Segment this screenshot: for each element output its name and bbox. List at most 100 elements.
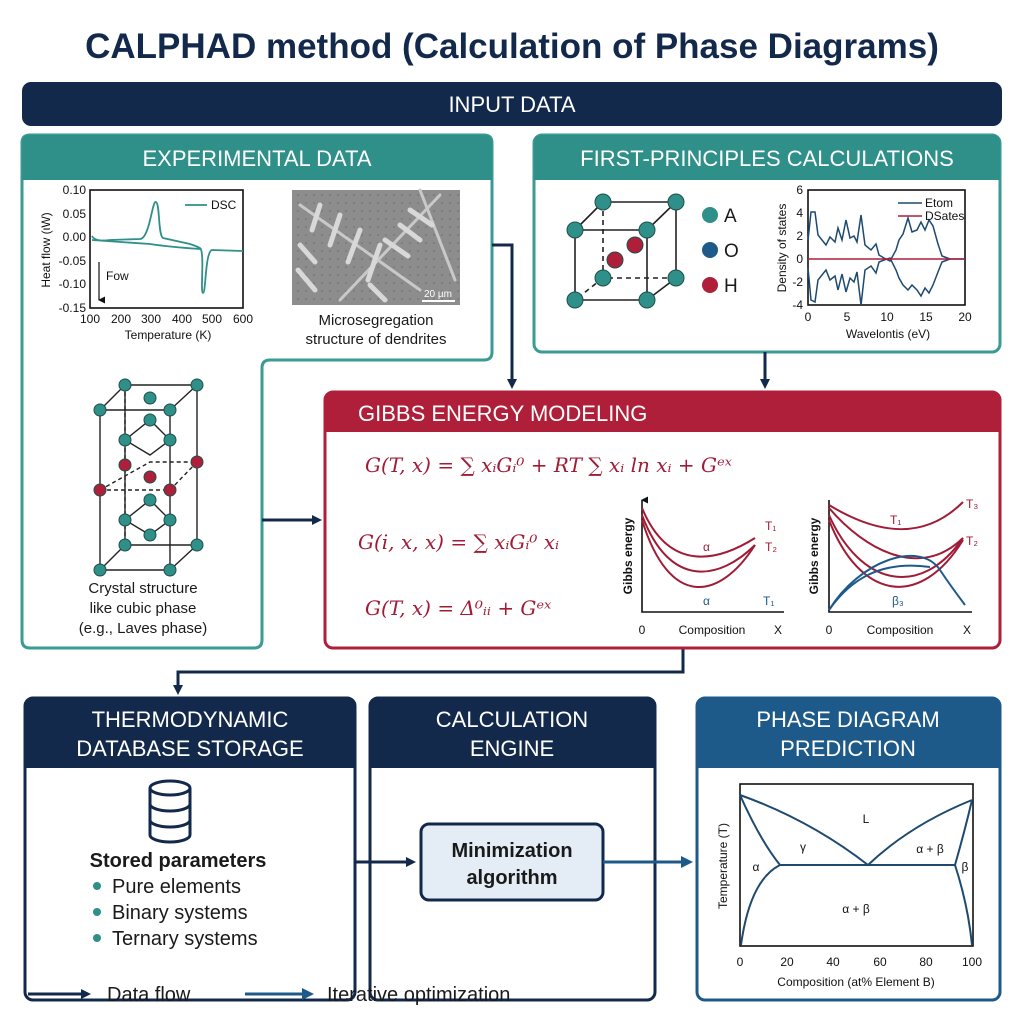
stored-parameters-title: Stored parameters [90,850,267,872]
atom-legend-label: H [724,276,738,297]
dsc-ytick: 0.10 [63,183,87,197]
plot2-xend: X [963,623,971,637]
gibbs-equation: G(T, x) = ∑ xᵢGᵢ⁰ + RT ∑ xᵢ ln xᵢ + Gᵉˣ [365,453,732,477]
plot1-label: T₁ [765,519,776,533]
dsc-ytick: -0.10 [59,277,87,291]
dos-plot: 6 4 2 0 -2 -4 0 5 10 15 20 Wavelontis (e… [775,183,972,341]
flow-arrow-experimental-to-gibbs [492,243,517,389]
scale-bar-label: 20 µm [424,289,452,300]
phase-xlabel: Composition (at% Element B) [777,975,934,989]
dsc-xtick: 200 [111,312,131,326]
dsc-xtick: 500 [202,312,222,326]
plot1-x0: 0 [639,623,646,637]
gibbs-equation: G(i, x, x) = ∑ xᵢGᵢ⁰ xᵢ [358,530,559,554]
phase-header: PREDICTION [780,736,916,761]
engine-header: CALCULATION [436,707,588,732]
dos-xtick: 0 [805,310,812,324]
dsc-ytick: -0.15 [59,301,87,315]
minimization-label: algorithm [466,867,557,889]
dsc-annotation: Fow [106,269,129,283]
phase-xtick: 60 [873,955,887,969]
phase-xtick: 0 [737,955,744,969]
input-data-bar [22,82,1002,126]
dsc-plot: 0.10 0.05 0.00 -0.05 -0.10 -0.15 100 200… [39,183,253,342]
phase-region-label: α [753,860,760,874]
dos-curve-down [807,257,951,306]
dsc-ytick: -0.05 [59,254,87,268]
legend-iterative: Iterative optimization [327,984,510,1006]
phase-xtick: 40 [826,955,840,969]
calculation-engine-panel: CALCULATION ENGINE Minimization algorith… [368,696,657,1002]
atom-legend-label: O [724,241,739,262]
first-principles-panel: FIRST-PRINCIPLES CALCULATIONS A O H 6 4 … [532,133,1002,354]
dsc-curve [91,201,244,294]
legend-data-flow: Data flow [107,984,191,1006]
dos-ytick: -4 [792,298,803,312]
dos-xtick: 5 [844,310,851,324]
phase-region-label: L [863,812,870,826]
database-storage-panel: THERMODYNAMIC DATABASE STORAGE Stored pa… [23,696,357,1002]
dsc-legend: DSC [211,198,237,212]
dsc-xtick: 600 [233,312,253,326]
dos-curve-up [807,211,965,262]
dos-xtick: 20 [958,310,972,324]
phase-diagram-panel: PHASE DIAGRAM PREDICTION L γ α + β α β α… [695,696,1002,1002]
experimental-data-panel: EXPERIMENTAL DATA 0.10 0.05 0.00 -0.05 -… [20,133,494,650]
plot1-xlabel: Composition [679,623,746,637]
dsc-ylabel: Heat flow (ιW) [39,212,53,287]
plot2-label: T₃ [966,497,978,511]
dos-ytick: 0 [796,252,803,266]
dsc-baseline [91,239,201,250]
flow-legend: Data flow Iterative optimization [28,984,510,1006]
gibbs-plot-1: T₁ T₂ α α T₁ Gibbs energy 0 Composition … [621,496,784,637]
dos-xtick: 15 [919,310,933,324]
dos-ylabel: Density of states [775,204,789,293]
phase-xtick: 80 [919,955,933,969]
plot2-label: T₂ [966,534,978,548]
unit-cell-illustration [566,193,685,309]
plot1-label: T₁ [763,594,774,608]
phase-xtick: 100 [962,955,982,969]
page-title: CALPHAD method (Calculation of Phase Dia… [85,27,939,66]
stored-item: Pure elements [112,876,241,898]
phase-boundaries [739,794,973,946]
plot2-label: T₁ [890,513,901,527]
plot2-label: β₃ [892,594,904,608]
gibbs-plot-2: T₁ T₃ T₂ β₃ Gibbs energy 0 Composition X [807,497,978,637]
dsc-ytick: 0.05 [63,207,87,221]
experimental-data-header: EXPERIMENTAL DATA [142,146,371,171]
stored-item: Binary systems [112,902,248,924]
micrograph-caption: structure of dendrites [306,331,447,348]
database-icon [148,779,192,844]
engine-header: ENGINE [470,736,554,761]
database-header: THERMODYNAMIC [92,707,289,732]
dos-legend-dsates: DSates [925,209,964,223]
phase-ylabel: Temperature (T) [716,823,730,909]
crystal-caption: Crystal structure [88,580,197,597]
phase-header: PHASE DIAGRAM [756,707,939,732]
micrograph-caption: Microsegregation [318,312,433,329]
gibbs-energy-panel: GIBBS ENERGY MODELING G(T, x) = ∑ xᵢGᵢ⁰ … [323,390,1002,650]
crystal-caption: like cubic phase [90,600,197,617]
plot1-ylabel: Gibbs energy [621,517,635,594]
plot2-xlabel: Composition [867,623,934,637]
plot2-x0: 0 [826,623,833,637]
phase-xtick: 20 [780,955,794,969]
phase-region-label: β [962,860,969,874]
first-principles-header: FIRST-PRINCIPLES CALCULATIONS [580,146,954,171]
dsc-xlabel: Temperature (K) [125,328,212,342]
stored-item: Ternary systems [112,928,258,950]
phase-region-label: α + β [842,902,870,916]
plot1-xend: X [774,623,782,637]
dos-xtick: 10 [880,310,894,324]
atom-legend-label: A [724,206,737,227]
plot1-label: T₂ [765,540,777,554]
dos-ytick: -2 [792,275,803,289]
phase-region-label: α + β [916,842,944,856]
dsc-xtick: 400 [172,312,192,326]
database-header: DATABASE STORAGE [76,736,303,761]
minimization-label: Minimization [451,840,572,862]
crystal-structure-illustration [93,378,204,577]
crystal-caption: (e.g., Laves phase) [79,620,207,637]
